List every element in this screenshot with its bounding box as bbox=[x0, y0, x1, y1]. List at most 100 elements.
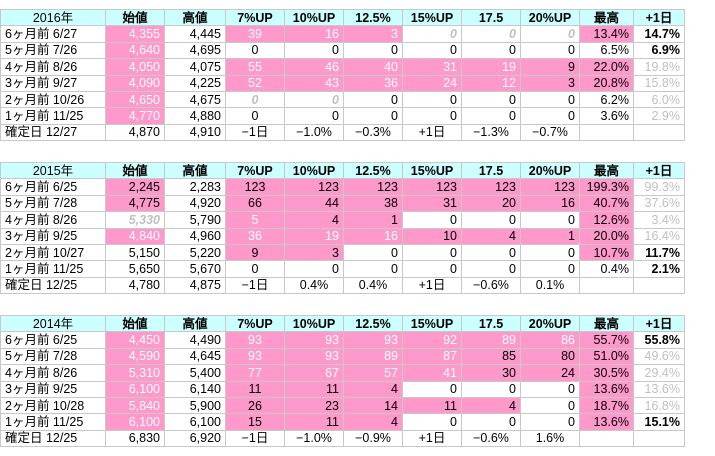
cell-plus1[interactable]: 3.4% bbox=[633, 211, 685, 229]
cell-up10[interactable]: −1.0% bbox=[284, 123, 344, 142]
cell-high[interactable]: 4,695 bbox=[164, 41, 226, 60]
cell-up15[interactable]: +1日 bbox=[402, 276, 462, 295]
cell-high[interactable]: 4,445 bbox=[164, 25, 226, 43]
cell-open[interactable]: 6,100 bbox=[105, 380, 165, 398]
cell-up17-5[interactable]: −1.3% bbox=[461, 123, 521, 142]
cell-open[interactable]: 5,310 bbox=[105, 364, 165, 382]
cell-label[interactable]: 3ヶ月前 9/27 bbox=[0, 74, 106, 92]
header-max[interactable]: 最高 bbox=[579, 314, 634, 333]
cell-up17-5[interactable]: 123 bbox=[461, 178, 521, 196]
cell-up20[interactable]: 0 bbox=[520, 25, 580, 43]
cell-up10[interactable]: 93 bbox=[284, 331, 344, 349]
cell-up15[interactable]: 0 bbox=[402, 413, 462, 431]
cell-max[interactable]: 12.6% bbox=[579, 211, 634, 229]
cell-up10[interactable]: 46 bbox=[284, 58, 344, 76]
cell-plus1[interactable] bbox=[633, 429, 685, 448]
header-open[interactable]: 始値 bbox=[105, 8, 165, 27]
cell-up15[interactable]: 0 bbox=[402, 260, 462, 278]
cell-max[interactable]: 18.7% bbox=[579, 396, 634, 415]
cell-up12-5[interactable]: 14 bbox=[343, 396, 403, 415]
header-label[interactable]: 2015年 bbox=[0, 161, 106, 180]
cell-up7[interactable]: 66 bbox=[225, 194, 285, 213]
header-label[interactable]: 2016年 bbox=[0, 8, 106, 27]
cell-up20[interactable]: 1 bbox=[520, 227, 580, 245]
cell-up20[interactable]: 0 bbox=[520, 260, 580, 278]
cell-max[interactable]: 20.0% bbox=[579, 227, 634, 245]
cell-label[interactable]: 4ヶ月前 8/26 bbox=[0, 364, 106, 382]
cell-up17-5[interactable]: 0 bbox=[461, 107, 521, 125]
cell-up7[interactable]: 0 bbox=[225, 90, 285, 109]
cell-up17-5[interactable]: 0 bbox=[461, 380, 521, 398]
cell-plus1[interactable]: 49.6% bbox=[633, 347, 685, 366]
cell-open[interactable]: 6,830 bbox=[105, 429, 165, 448]
cell-up12-5[interactable]: 93 bbox=[343, 331, 403, 349]
header-high[interactable]: 高値 bbox=[164, 8, 226, 27]
cell-high[interactable]: 4,880 bbox=[164, 107, 226, 125]
cell-high[interactable]: 5,670 bbox=[164, 260, 226, 278]
cell-up15[interactable]: 0 bbox=[402, 41, 462, 60]
cell-max[interactable]: 51.0% bbox=[579, 347, 634, 366]
header-label[interactable]: 2014年 bbox=[0, 314, 106, 333]
cell-up20[interactable]: 0 bbox=[520, 413, 580, 431]
cell-high[interactable]: 4,960 bbox=[164, 227, 226, 245]
cell-up20[interactable]: 86 bbox=[520, 331, 580, 349]
cell-max[interactable] bbox=[579, 429, 634, 448]
cell-max[interactable]: 0.4% bbox=[579, 260, 634, 278]
cell-high[interactable]: 6,920 bbox=[164, 429, 226, 448]
cell-up12-5[interactable]: 1 bbox=[343, 211, 403, 229]
cell-up10[interactable]: 0 bbox=[284, 260, 344, 278]
cell-up10[interactable]: 123 bbox=[284, 178, 344, 196]
cell-high[interactable]: 4,075 bbox=[164, 58, 226, 76]
cell-up20[interactable]: 0.1% bbox=[520, 276, 580, 295]
cell-up15[interactable]: 0 bbox=[402, 211, 462, 229]
cell-up10[interactable]: 0.4% bbox=[284, 276, 344, 295]
cell-up7[interactable]: 9 bbox=[225, 243, 285, 262]
cell-plus1[interactable] bbox=[633, 123, 685, 142]
cell-label[interactable]: 2ヶ月前 10/28 bbox=[0, 396, 106, 415]
cell-up17-5[interactable]: −0.6% bbox=[461, 276, 521, 295]
cell-up10[interactable]: 0 bbox=[284, 107, 344, 125]
cell-up20[interactable]: 0 bbox=[520, 380, 580, 398]
cell-up20[interactable]: 16 bbox=[520, 194, 580, 213]
cell-up7[interactable]: 26 bbox=[225, 396, 285, 415]
cell-up10[interactable]: 4 bbox=[284, 211, 344, 229]
cell-max[interactable] bbox=[579, 276, 634, 295]
header-up7[interactable]: 7%UP bbox=[225, 161, 285, 180]
cell-up15[interactable]: 123 bbox=[402, 178, 462, 196]
cell-plus1[interactable]: 2.9% bbox=[633, 107, 685, 125]
cell-up10[interactable]: −1.0% bbox=[284, 429, 344, 448]
cell-max[interactable]: 13.6% bbox=[579, 413, 634, 431]
cell-up17-5[interactable]: 0 bbox=[461, 41, 521, 60]
cell-label[interactable]: 5ヶ月前 7/28 bbox=[0, 347, 106, 366]
cell-up12-5[interactable]: 89 bbox=[343, 347, 403, 366]
cell-label[interactable]: 3ヶ月前 9/25 bbox=[0, 380, 106, 398]
cell-open[interactable]: 4,590 bbox=[105, 347, 165, 366]
cell-label[interactable]: 確定日 12/25 bbox=[0, 276, 106, 295]
header-up12-5[interactable]: 12.5% bbox=[343, 161, 403, 180]
cell-up7[interactable]: 55 bbox=[225, 58, 285, 76]
cell-open[interactable]: 4,840 bbox=[105, 227, 165, 245]
cell-up20[interactable]: 80 bbox=[520, 347, 580, 366]
header-up17-5[interactable]: 17.5 bbox=[461, 314, 521, 333]
cell-up17-5[interactable]: 4 bbox=[461, 396, 521, 415]
cell-up7[interactable]: 36 bbox=[225, 227, 285, 245]
cell-max[interactable]: 13.6% bbox=[579, 380, 634, 398]
cell-up20[interactable]: 0 bbox=[520, 396, 580, 415]
cell-up7[interactable]: 93 bbox=[225, 347, 285, 366]
cell-up12-5[interactable]: 36 bbox=[343, 74, 403, 92]
cell-up20[interactable]: 0 bbox=[520, 243, 580, 262]
cell-open[interactable]: 4,050 bbox=[105, 58, 165, 76]
cell-max[interactable]: 22.0% bbox=[579, 58, 634, 76]
header-up17-5[interactable]: 17.5 bbox=[461, 8, 521, 27]
header-high[interactable]: 高値 bbox=[164, 161, 226, 180]
cell-up7[interactable]: 15 bbox=[225, 413, 285, 431]
cell-plus1[interactable]: 37.6% bbox=[633, 194, 685, 213]
cell-high[interactable]: 4,490 bbox=[164, 331, 226, 349]
cell-label[interactable]: 3ヶ月前 9/25 bbox=[0, 227, 106, 245]
cell-up17-5[interactable]: 30 bbox=[461, 364, 521, 382]
header-max[interactable]: 最高 bbox=[579, 161, 634, 180]
cell-label[interactable]: 確定日 12/25 bbox=[0, 429, 106, 448]
cell-up20[interactable]: 0 bbox=[520, 41, 580, 60]
header-up10[interactable]: 10%UP bbox=[284, 161, 344, 180]
cell-up7[interactable]: 77 bbox=[225, 364, 285, 382]
